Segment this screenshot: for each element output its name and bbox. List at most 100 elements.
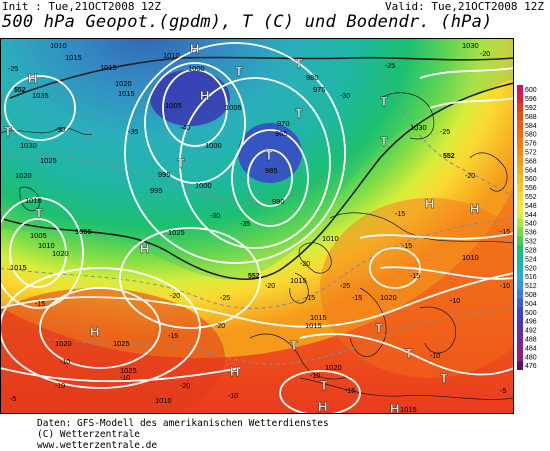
temp-label: -30 [340, 93, 350, 100]
temp-label: -5 [10, 396, 16, 403]
temp-label: -10 [120, 375, 130, 382]
scale-label: 548 [525, 203, 537, 210]
scale-label: 588 [525, 114, 537, 121]
isobar-label: 995 [150, 186, 163, 195]
temp-label: -15 [345, 388, 355, 395]
temp-label: -25 [440, 129, 450, 136]
isobar-label: 1000 [195, 181, 212, 190]
low-center-markers: T T T T T T T T T T T T T T [4, 56, 448, 393]
low-marker: T [320, 378, 328, 393]
high-marker: H [140, 241, 149, 256]
isobar-label: 1020 [55, 339, 72, 348]
isobar-label: 1020 [325, 363, 342, 372]
temp-label: -25 [340, 283, 350, 290]
high-marker: H [230, 364, 239, 379]
isobar-label: 1025 [40, 156, 57, 165]
low-marker: T [265, 148, 273, 163]
scale-swatch [517, 147, 523, 157]
temp-label: -40 [180, 125, 190, 132]
temp-label: -10 [450, 298, 460, 305]
geopotential-contours [0, 56, 514, 280]
temp-label: -15 [410, 273, 420, 280]
temp-label: -10 [500, 283, 510, 290]
contour-552-labels: 552 552 552 [14, 87, 455, 280]
temp-label: -35 [128, 129, 138, 136]
contour-label: 552 [443, 153, 455, 160]
scale-swatch [517, 272, 523, 282]
isobar-label: 990 [272, 197, 285, 206]
temp-label: -15 [352, 295, 362, 302]
temp-label: -35 [240, 221, 250, 228]
scale-swatch [517, 343, 523, 353]
isobar-label: 1015 [290, 276, 307, 285]
isobar-label: 965 [275, 129, 288, 138]
scale-swatch [517, 200, 523, 210]
scale-swatch [517, 298, 523, 308]
low-marker: T [295, 106, 303, 121]
scale-swatch [517, 334, 523, 344]
temp-label: -20 [170, 293, 180, 300]
weather-map: H H H H H H H H H H T T T T T T T T T T … [0, 38, 514, 414]
isobar-label: 1005 [165, 101, 182, 110]
isobar-label: 1025 [120, 366, 137, 375]
temp-label: -15 [500, 229, 510, 236]
high-marker: H [90, 324, 99, 339]
scale-label: 508 [525, 292, 537, 299]
low-marker: T [290, 338, 298, 353]
scale-label: 536 [525, 230, 537, 237]
scale-label: 504 [525, 301, 537, 308]
scale-swatch [517, 245, 523, 255]
high-marker: H [470, 201, 479, 216]
scale-label: 480 [525, 354, 537, 361]
scale-label: 584 [525, 123, 537, 130]
scale-label: 576 [525, 141, 537, 148]
temp-label: -10 [228, 393, 238, 400]
isobar-label: 995 [158, 170, 171, 179]
isobar-label: 1010 [163, 51, 180, 60]
isobar-label: 1030 [410, 123, 427, 132]
scale-swatch [517, 102, 523, 113]
high-marker: H [390, 401, 399, 414]
isobar-label: 1010 [50, 41, 67, 50]
isobar-label: 985 [265, 166, 278, 175]
isobar-label: 1010 [25, 196, 42, 205]
temp-label: -20 [465, 173, 475, 180]
isobar-label: 1010 [322, 234, 339, 243]
isobar-label: 1035 [32, 91, 49, 100]
scale-swatch [517, 263, 523, 273]
scale-label: 540 [525, 221, 537, 228]
scale-label: 484 [525, 345, 537, 352]
isobar-label: 1015 [100, 63, 117, 72]
isobar-label: 1020 [15, 171, 32, 180]
isobar-label: 980 [306, 73, 319, 82]
pressure-centers: H H H H H H H H H H T T T T T T T T T T … [4, 41, 480, 414]
scale-swatch [517, 209, 523, 219]
map-frame [0, 38, 514, 414]
scale-label: 516 [525, 274, 537, 281]
isobars [0, 42, 514, 414]
low-marker: T [177, 156, 185, 171]
contour-label: 552 [14, 87, 26, 94]
scale-label: 492 [525, 328, 537, 335]
scale-swatch [517, 307, 523, 317]
isobar-label: 1010 [155, 396, 172, 405]
scale-swatch [517, 156, 523, 166]
temp-label: -20 [180, 383, 190, 390]
temp-label: -15 [168, 333, 178, 340]
scale-label: 496 [525, 319, 537, 326]
map-title: 500 hPa Geopot.(gpdm), T (C) und Bodendr… [2, 12, 493, 32]
low-marker: T [35, 206, 43, 221]
low-marker: T [440, 371, 448, 386]
high-marker: H [28, 71, 37, 86]
valid-time: Valid: Tue,21OCT2008 12Z [385, 0, 544, 13]
temperature-isotherms [0, 67, 514, 365]
scale-swatch [517, 182, 523, 193]
isobar-label: 1030 [20, 141, 37, 150]
scale-label: 520 [525, 265, 537, 272]
temp-label: -10 [430, 353, 440, 360]
temp-label: -20 [480, 51, 490, 58]
scale-swatch [517, 218, 523, 228]
scale-swatch [517, 129, 523, 139]
temp-label: -20 [300, 261, 310, 268]
temp-label: -20 [215, 323, 225, 330]
